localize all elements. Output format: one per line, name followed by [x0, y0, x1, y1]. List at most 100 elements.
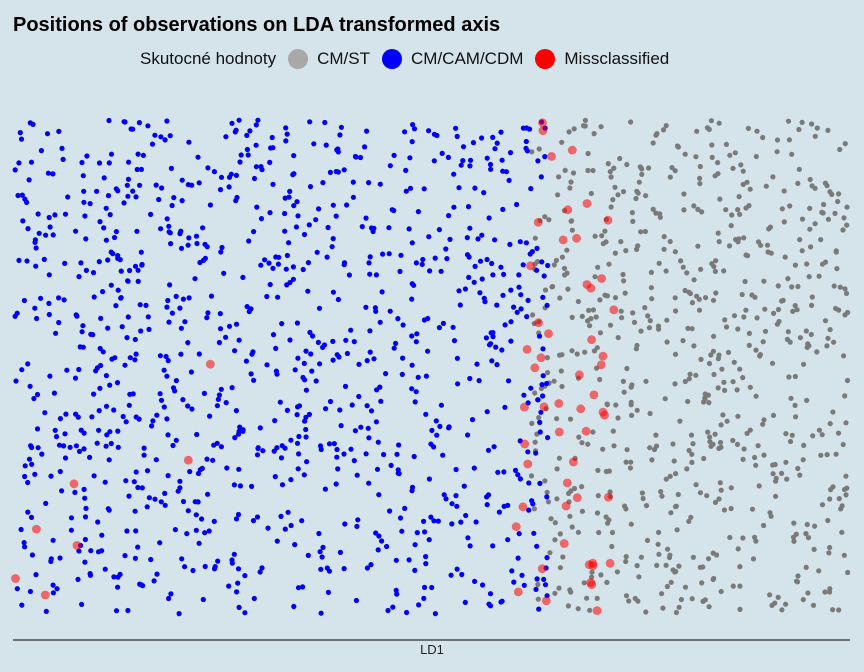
- data-point: [411, 453, 417, 460]
- data-point: [294, 320, 300, 326]
- data-point: [262, 257, 268, 263]
- data-point: [167, 230, 173, 236]
- data-point: [585, 318, 591, 324]
- data-point: [13, 378, 19, 384]
- data-point: [620, 271, 626, 278]
- data-point: [557, 531, 563, 537]
- data-point: [415, 209, 421, 215]
- data-point: [409, 296, 415, 302]
- data-point: [404, 609, 410, 616]
- data-point: [647, 410, 653, 417]
- data-point: [302, 377, 308, 383]
- data-point: [291, 603, 297, 610]
- data-point: [818, 237, 824, 243]
- data-point: [275, 261, 281, 267]
- data-point: [732, 150, 738, 156]
- data-point: [792, 262, 799, 268]
- data-point: [479, 135, 485, 141]
- data-point: [28, 514, 35, 521]
- data-point: [72, 375, 79, 381]
- data-point: [362, 144, 368, 150]
- data-point: [624, 365, 630, 372]
- data-point: [489, 260, 495, 267]
- data-point: [721, 268, 727, 274]
- data-point: [761, 417, 767, 423]
- data-point: [127, 355, 133, 361]
- data-point: [673, 471, 679, 477]
- data-point: [367, 328, 373, 334]
- data-point: [667, 238, 673, 245]
- data-point: [716, 352, 722, 358]
- data-point: [607, 169, 613, 175]
- data-point: [62, 455, 69, 461]
- data-point: [830, 409, 836, 415]
- data-point: [162, 502, 168, 508]
- data-point: [837, 284, 843, 290]
- data-point: [279, 443, 285, 449]
- data-point: [414, 530, 420, 536]
- data-point: [523, 138, 529, 145]
- data-point: [535, 581, 541, 588]
- data-point: [334, 446, 340, 453]
- data-point: [448, 572, 454, 578]
- data-point: [639, 171, 645, 177]
- data-point: [542, 214, 548, 220]
- data-point: [394, 451, 400, 457]
- data-point: [38, 295, 44, 301]
- data-point: [183, 455, 193, 465]
- data-point: [814, 125, 820, 131]
- data-point: [682, 378, 688, 385]
- data-point: [816, 273, 822, 279]
- data-point: [44, 131, 51, 137]
- data-point: [728, 485, 734, 491]
- data-point: [296, 433, 302, 440]
- data-point: [82, 514, 89, 520]
- data-point: [426, 476, 432, 482]
- data-point: [187, 469, 193, 475]
- data-point: [500, 292, 506, 298]
- data-point: [28, 443, 34, 449]
- data-point: [634, 563, 640, 569]
- data-point: [158, 134, 164, 140]
- data-point: [509, 568, 515, 574]
- data-point: [808, 244, 814, 250]
- data-point: [50, 232, 56, 238]
- data-point: [770, 471, 776, 477]
- data-point: [705, 429, 711, 435]
- data-point: [295, 213, 301, 219]
- data-point: [819, 432, 825, 438]
- data-point: [366, 435, 372, 441]
- legend-key-cm-cam-cdm: [382, 49, 402, 69]
- data-point: [34, 426, 41, 432]
- data-point: [233, 172, 239, 178]
- data-point: [736, 236, 742, 242]
- data-point: [26, 177, 32, 183]
- data-point: [87, 454, 93, 460]
- data-point: [522, 345, 532, 354]
- data-point: [516, 272, 522, 278]
- data-point: [747, 384, 753, 390]
- data-point: [587, 607, 593, 613]
- data-point: [284, 252, 290, 259]
- data-point: [144, 504, 150, 510]
- data-point: [341, 167, 347, 173]
- data-point: [88, 548, 94, 554]
- data-point: [440, 320, 446, 326]
- data-point: [795, 180, 801, 186]
- data-point: [640, 495, 646, 502]
- data-point: [544, 380, 550, 387]
- data-point: [24, 258, 30, 264]
- data-point: [575, 606, 581, 612]
- data-point: [827, 544, 833, 551]
- data-point: [132, 555, 138, 561]
- data-point: [80, 323, 86, 329]
- data-point: [101, 225, 107, 231]
- data-point: [827, 421, 833, 427]
- data-point: [217, 326, 224, 332]
- data-point: [674, 527, 680, 533]
- data-point: [439, 150, 445, 156]
- data-point: [108, 440, 114, 447]
- data-point: [767, 592, 773, 598]
- data-point: [291, 153, 297, 159]
- data-point: [822, 589, 828, 595]
